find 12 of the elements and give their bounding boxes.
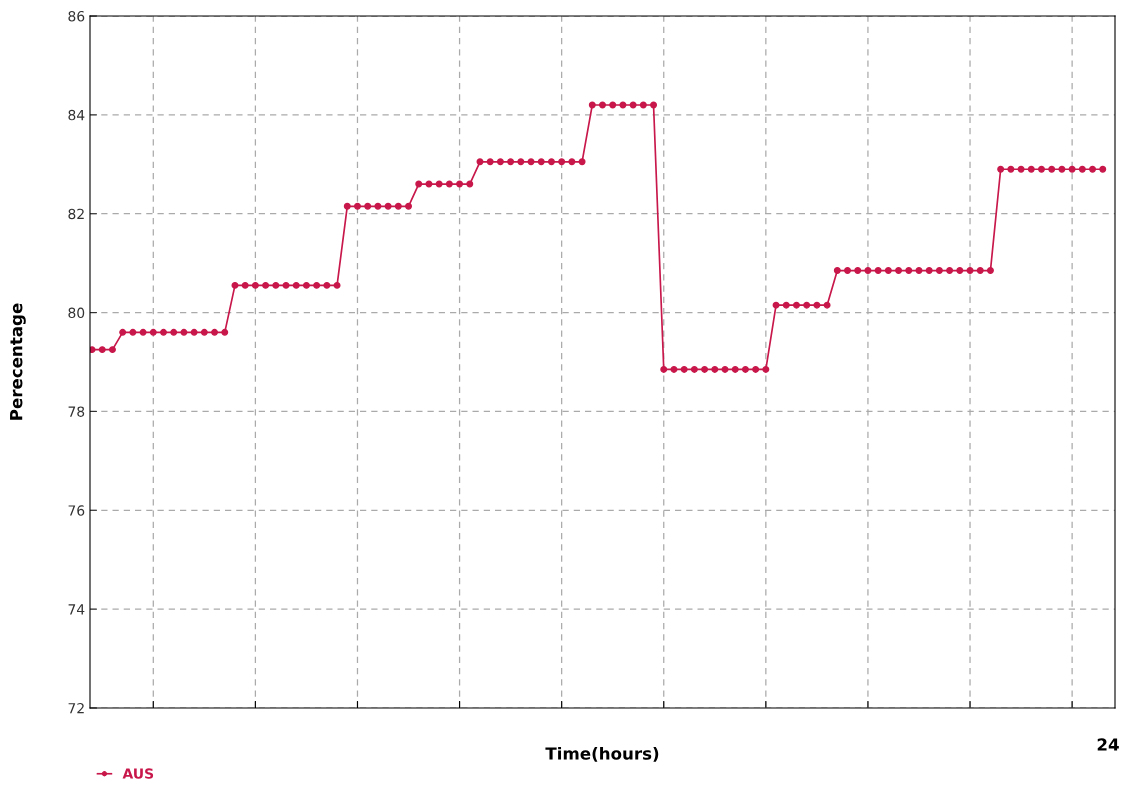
legend-label: AUS xyxy=(122,768,154,779)
y-tick-label: 84 xyxy=(68,109,85,121)
y-tick-label: 72 xyxy=(68,702,84,714)
x-axis-title: Time(hours) xyxy=(545,746,659,762)
y-tick-label: 86 xyxy=(68,10,85,22)
y-tick-label: 74 xyxy=(68,604,85,615)
y-tick-label: 76 xyxy=(68,505,85,516)
y-tick-label: 78 xyxy=(68,406,85,417)
y-tick-label: 82 xyxy=(68,208,84,220)
y-axis-title: Perecentage xyxy=(10,303,26,420)
y-tick-label: 80 xyxy=(68,307,85,319)
text: 24 xyxy=(1097,738,1119,751)
